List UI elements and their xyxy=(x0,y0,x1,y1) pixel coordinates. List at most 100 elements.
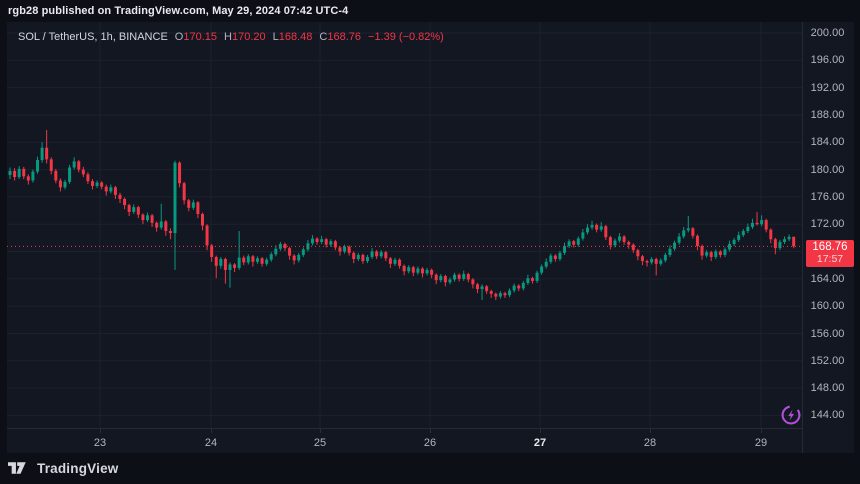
candle xyxy=(187,200,191,208)
candle xyxy=(246,256,250,263)
time-tick-mark xyxy=(320,429,321,433)
chart-legend[interactable]: SOL / TetherUS, 1h, BINANCE O170.15 H170.2… xyxy=(18,31,444,43)
candle xyxy=(329,241,333,245)
candle xyxy=(585,227,589,233)
price-tick-label: 180.00 xyxy=(810,163,845,176)
candle xyxy=(425,269,429,274)
candle xyxy=(728,244,732,250)
candle xyxy=(691,228,695,236)
candle xyxy=(127,205,131,212)
candle xyxy=(301,249,305,255)
candle xyxy=(581,232,585,239)
candle xyxy=(416,268,420,273)
candle xyxy=(310,238,314,244)
candle xyxy=(563,246,567,253)
candle xyxy=(320,239,324,242)
price-tick-label: 156.00 xyxy=(810,327,845,340)
candle xyxy=(769,229,773,240)
candle xyxy=(155,222,159,228)
candle xyxy=(136,207,140,215)
candle xyxy=(618,236,622,241)
candle xyxy=(627,241,631,245)
candle xyxy=(645,261,649,263)
time-tick-mark xyxy=(100,429,101,433)
candle xyxy=(31,171,35,181)
candle xyxy=(572,241,576,245)
ohlc-values: O170.15 H170.20 L168.48 C168.76 xyxy=(168,31,361,43)
candle xyxy=(535,272,539,281)
time-tick-mark xyxy=(650,429,651,433)
candle xyxy=(178,162,182,184)
candle xyxy=(292,255,296,261)
time-scale[interactable]: 23 24 25 26 27 28 29 xyxy=(7,428,802,454)
ohlc-number: 168.76 xyxy=(327,31,362,43)
tradingview-footer-link[interactable]: TradingView xyxy=(8,458,118,478)
candle xyxy=(77,161,81,170)
candle xyxy=(746,226,750,232)
candle xyxy=(324,239,328,245)
symbol-title[interactable]: SOL / TetherUS, 1h, BINANCE xyxy=(18,31,168,43)
candle xyxy=(251,256,255,262)
candle xyxy=(398,259,402,266)
lightning-bolt xyxy=(788,409,794,421)
candle xyxy=(86,174,90,182)
candle xyxy=(13,170,17,178)
time-tick-label: 23 xyxy=(93,437,107,449)
candle xyxy=(732,239,736,245)
price-tick-label: 160.00 xyxy=(810,300,845,313)
price-tick-label: 148.00 xyxy=(810,382,845,395)
candle xyxy=(723,249,727,255)
candle xyxy=(407,267,411,272)
candle xyxy=(686,228,690,231)
candle xyxy=(58,180,62,188)
price-tick-label: 164.00 xyxy=(810,272,845,285)
candle xyxy=(544,261,548,267)
candle xyxy=(608,237,612,246)
candle xyxy=(182,183,186,201)
candle xyxy=(677,236,681,243)
candle xyxy=(109,187,113,192)
candle xyxy=(783,239,787,242)
candle xyxy=(453,274,457,280)
candle xyxy=(755,222,759,225)
candlestick-chart[interactable] xyxy=(7,22,802,428)
candle xyxy=(214,256,218,266)
candle xyxy=(540,266,544,273)
candle xyxy=(260,258,264,264)
candle xyxy=(333,241,337,248)
price-tick-label: 144.00 xyxy=(810,409,845,422)
candle xyxy=(118,194,122,199)
candle xyxy=(375,251,379,257)
candle xyxy=(278,244,282,249)
candle xyxy=(365,256,369,262)
candle xyxy=(205,225,209,246)
candle xyxy=(104,186,108,192)
chart-plot-area[interactable] xyxy=(7,22,802,428)
ohlc-number: 170.15 xyxy=(183,31,218,43)
chart-panel: SOL / TetherUS, 1h, BINANCE O170.15 H170.2… xyxy=(7,22,854,454)
ohlc-letter: H xyxy=(224,31,232,43)
candle xyxy=(90,181,94,186)
ohlc-letter: O xyxy=(174,31,184,43)
candle xyxy=(567,241,571,247)
candle xyxy=(420,268,424,274)
candle xyxy=(100,182,104,187)
candle xyxy=(54,170,58,181)
candle xyxy=(673,242,677,249)
candle xyxy=(714,251,718,257)
boost-lightning-icon[interactable] xyxy=(780,404,802,426)
attribution-bar: rgb28 published on TradingView.com, May … xyxy=(0,0,860,22)
candle xyxy=(654,259,658,264)
candle xyxy=(682,230,686,237)
time-tick-mark xyxy=(540,429,541,433)
price-tick-label: 188.00 xyxy=(810,108,845,121)
candle xyxy=(636,250,640,257)
last-price-badge[interactable]: 168.76 17:57 xyxy=(806,239,854,267)
candle xyxy=(210,245,214,257)
price-tick-label: 192.00 xyxy=(810,81,845,94)
candle xyxy=(49,159,53,171)
price-scale[interactable]: 168.76 17:57 200.00 196.00 192.00 188.00 184… xyxy=(802,22,854,453)
candle xyxy=(489,291,493,294)
candle xyxy=(530,278,534,281)
candle xyxy=(411,267,415,273)
